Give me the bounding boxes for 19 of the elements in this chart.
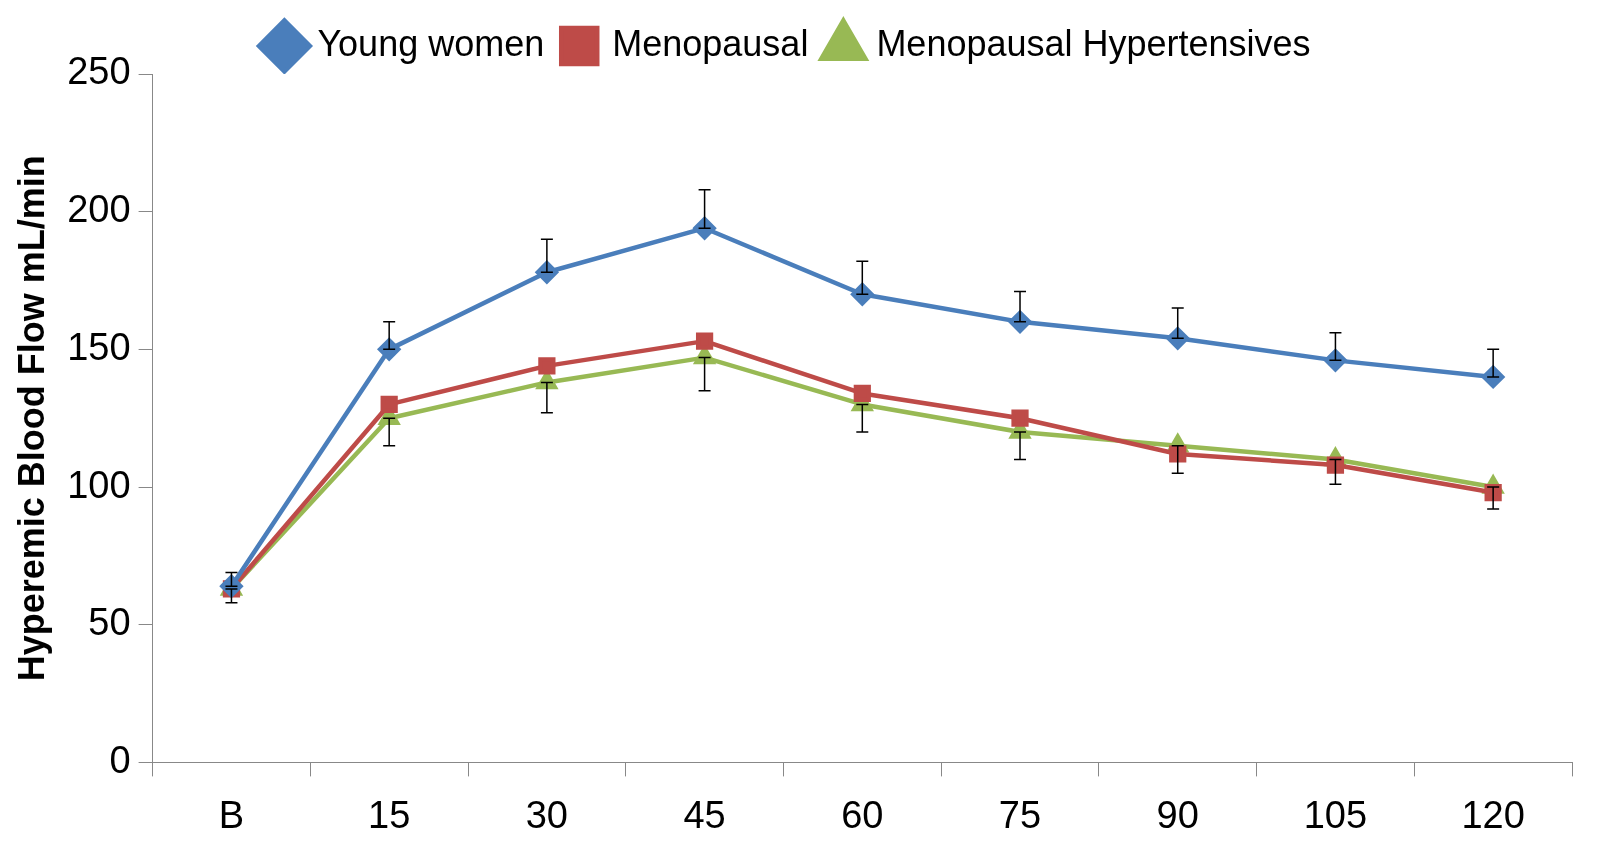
x-tick-label: B xyxy=(218,793,245,836)
x-tick-label: 90 xyxy=(1156,793,1199,836)
legend-label: Menopausal Hypertensives xyxy=(876,22,1311,64)
x-tick-label: 45 xyxy=(683,793,726,836)
y-axis-title: Hyperemic Blood Flow mL/min xyxy=(10,155,52,682)
y-tick-label: 200 xyxy=(67,188,131,231)
y-tick-label: 0 xyxy=(109,738,131,781)
x-tick-label: 105 xyxy=(1303,793,1368,836)
x-tick-label: 75 xyxy=(998,793,1042,836)
y-tick-label: 50 xyxy=(88,601,131,644)
x-tick-label: 15 xyxy=(368,793,411,836)
y-tick-label: 250 xyxy=(67,50,131,93)
y-tick-label: 100 xyxy=(67,463,131,506)
legend-label: Menopausal xyxy=(612,22,809,64)
x-tick-label: 30 xyxy=(525,793,569,836)
x-tick-label: 120 xyxy=(1461,793,1525,836)
legend-label: Young women xyxy=(317,22,545,64)
x-tick-label: 60 xyxy=(841,793,884,836)
y-tick-label: 150 xyxy=(67,325,131,368)
